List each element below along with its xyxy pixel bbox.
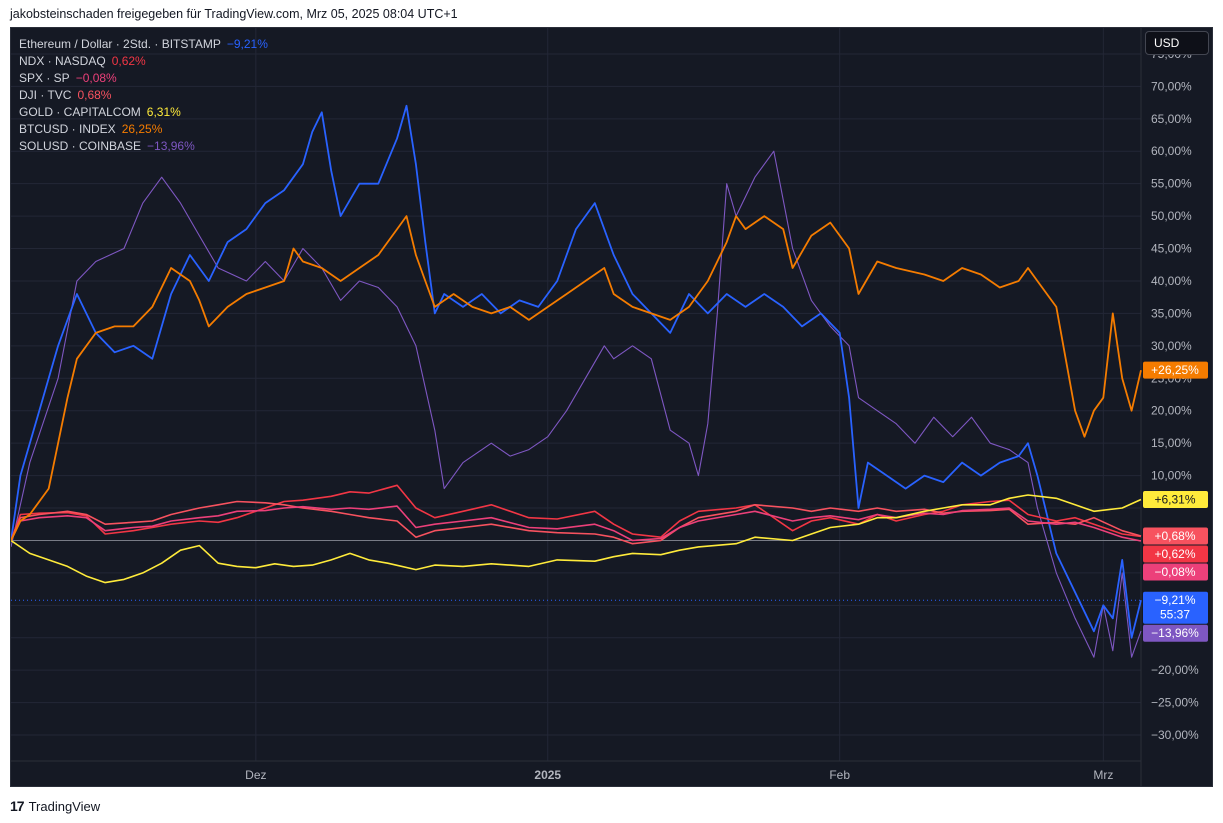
y-tick-label: −25,00% — [1151, 696, 1199, 710]
y-tick-label: 70,00% — [1151, 79, 1192, 93]
legend-item[interactable]: SPX · SP −0,08% — [19, 70, 268, 87]
series-line — [11, 215, 1142, 541]
price-badge — [1143, 491, 1208, 509]
y-tick-label: 35,00% — [1151, 306, 1192, 320]
y-tick-label: 30,00% — [1151, 339, 1192, 353]
legend-item-name: NDX · NASDAQ — [19, 54, 106, 68]
series-line — [11, 104, 1142, 639]
y-tick-label: −20,00% — [1151, 663, 1199, 677]
x-tick-label: Dez — [245, 768, 266, 782]
legend-item-name: SPX · SP — [19, 71, 70, 85]
chart-svg[interactable]: 75,00%70,00%65,00%60,00%55,00%50,00%45,0… — [11, 28, 1212, 786]
price-badge — [1143, 527, 1208, 545]
legend-item-change: 0,62% — [111, 54, 146, 68]
legend-item[interactable]: BTCUSD · INDEX 26,25% — [19, 121, 268, 138]
legend-item[interactable]: DJI · TVC 0,68% — [19, 87, 268, 104]
legend-item[interactable]: NDX · NASDAQ 0,62% — [19, 53, 268, 70]
y-tick-label: 60,00% — [1151, 144, 1192, 158]
price-badge-label: +26,25% — [1151, 363, 1199, 377]
price-badge-label: −9,21% — [1154, 593, 1195, 607]
price-badge — [1143, 563, 1208, 581]
legend-item-name: SOLUSD · COINBASE — [19, 139, 142, 153]
y-tick-label: 50,00% — [1151, 209, 1192, 223]
series-line — [11, 505, 1142, 542]
y-tick-label: 40,00% — [1151, 274, 1192, 288]
y-tick-label: 20,00% — [1151, 404, 1192, 418]
legend-item-change: −0,08% — [75, 71, 117, 85]
price-badge — [1143, 545, 1208, 563]
legend-item[interactable]: Ethereum / Dollar · 2Std. · BITSTAMP −9,2… — [19, 36, 268, 53]
legend-item-name: Ethereum / Dollar · 2Std. · BITSTAMP — [19, 37, 221, 51]
price-badge-label: +0,68% — [1154, 529, 1195, 543]
y-tick-label: 15,00% — [1151, 436, 1192, 450]
legend-item[interactable]: SOLUSD · COINBASE −13,96% — [19, 138, 268, 155]
legend-item[interactable]: GOLD · CAPITALCOM 6,31% — [19, 104, 268, 121]
y-tick-label: 10,00% — [1151, 469, 1192, 483]
y-tick-label: 45,00% — [1151, 242, 1192, 256]
footer-brand: TradingView — [28, 798, 101, 814]
price-badge-label: +0,62% — [1154, 547, 1195, 561]
price-badge — [1143, 624, 1208, 642]
tradingview-logo-icon: 17 — [10, 798, 25, 814]
x-tick-label: 2025 — [534, 768, 561, 782]
y-tick-label: 65,00% — [1151, 112, 1192, 126]
legend-item-name: GOLD · CAPITALCOM — [19, 105, 141, 119]
legend-item-change: −9,21% — [226, 37, 268, 51]
legend-item-name: BTCUSD · INDEX — [19, 122, 116, 136]
price-badge-label: −0,08% — [1154, 565, 1195, 579]
price-badge — [1143, 361, 1208, 379]
footer: 17 TradingView — [10, 798, 100, 814]
x-tick-label: Mrz — [1093, 768, 1113, 782]
legend-item-name: DJI · TVC — [19, 88, 72, 102]
price-badge-label: −13,96% — [1151, 626, 1199, 640]
series-line — [11, 494, 1142, 584]
series-line — [11, 150, 1142, 658]
x-tick-label: Feb — [829, 768, 850, 782]
chart-area[interactable]: Ethereum / Dollar · 2Std. · BITSTAMP −9,2… — [10, 27, 1213, 787]
legend-item-change: 0,68% — [77, 88, 112, 102]
legend-item-change: 6,31% — [146, 105, 181, 119]
y-tick-label: 55,00% — [1151, 177, 1192, 191]
currency-button[interactable]: USD — [1145, 31, 1209, 55]
price-badge — [1143, 591, 1208, 624]
chart-legend: Ethereum / Dollar · 2Std. · BITSTAMP −9,2… — [19, 36, 268, 155]
legend-item-change: 26,25% — [121, 122, 163, 136]
price-badge-label: +6,31% — [1154, 493, 1195, 507]
y-tick-label: −30,00% — [1151, 728, 1199, 742]
legend-item-change: −13,96% — [147, 139, 195, 153]
bar-countdown: 55:37 — [1160, 608, 1190, 622]
share-caption: jakobsteinschaden freigegeben für Tradin… — [10, 7, 458, 21]
